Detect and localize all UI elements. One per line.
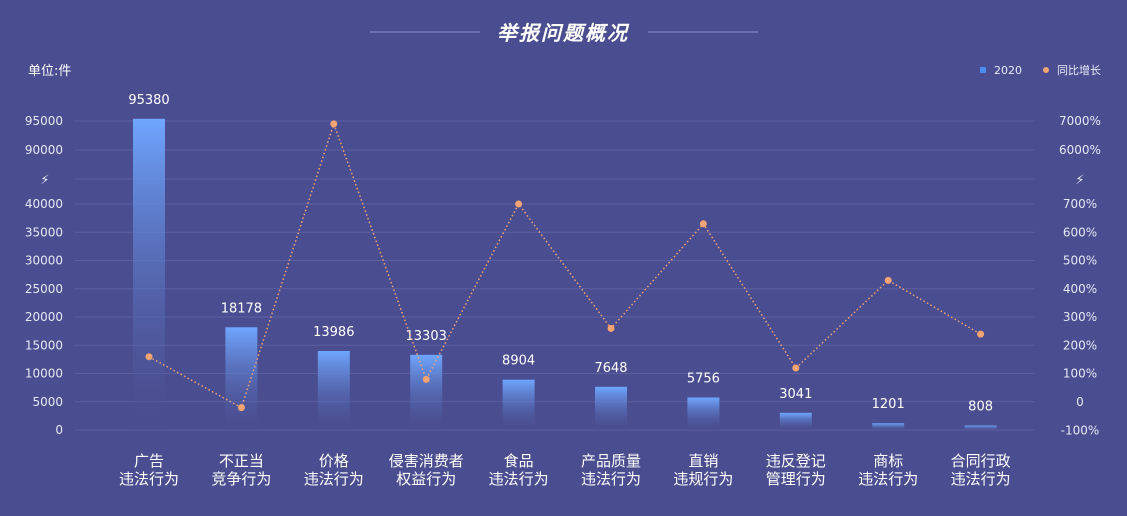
right-axis-tick: 500%: [1063, 254, 1097, 268]
right-axis-tick: 200%: [1063, 338, 1097, 352]
growth-point: [607, 324, 615, 332]
legend-line-label: 同比增长: [1057, 63, 1101, 77]
bar-value-label: 808: [968, 399, 993, 414]
legend: 2020 同比增长: [980, 63, 1101, 77]
bar-value-label: 8904: [502, 354, 535, 369]
growth-point: [237, 404, 245, 412]
bar-value-label: 13303: [406, 329, 447, 344]
bar: [225, 327, 258, 430]
bar: [502, 379, 535, 430]
left-axis: 0 5000 10000 15000 20000 25000 30000 35000 40000…: [25, 114, 63, 437]
category-label: 违法行为: [304, 470, 364, 488]
legend-line-swatch: [1043, 67, 1049, 73]
category-label: 违法行为: [119, 470, 179, 488]
bar: [317, 350, 350, 430]
right-axis-break-icon: ⚡: [1075, 173, 1084, 188]
bar-value-label: 1201: [872, 397, 905, 412]
category-label: 权益行为: [396, 470, 456, 488]
right-axis-tick: 400%: [1063, 282, 1097, 296]
chart-title: 举报问题概况: [497, 21, 630, 45]
left-axis-tick: 35000: [25, 225, 63, 239]
category-label: 合同行政: [951, 452, 1011, 470]
right-axis-tick: 100%: [1063, 367, 1097, 381]
category-label: 产品质量: [581, 452, 641, 470]
category-label: 侵害消费者: [389, 452, 464, 470]
right-axis-tick: 0: [1076, 395, 1084, 409]
left-axis-tick: 5000: [32, 395, 63, 409]
bar-value-label: 3041: [779, 387, 812, 402]
right-axis-tick: 300%: [1063, 310, 1097, 324]
left-axis-tick: 25000: [25, 282, 63, 296]
bar-value-label: 18178: [221, 301, 262, 316]
category-label: 直销: [688, 452, 718, 470]
growth-point: [330, 120, 338, 128]
bar-value-label: 5756: [687, 371, 720, 386]
bar: [410, 354, 443, 430]
category-label: 价格: [319, 452, 349, 470]
category-label: 食品: [504, 452, 534, 470]
left-axis-break-icon: ⚡: [40, 173, 49, 188]
left-axis-tick: 95000: [25, 114, 63, 128]
category-label: 违法行为: [858, 470, 918, 488]
left-axis-tick: 30000: [25, 254, 63, 268]
bar: [964, 425, 997, 430]
bar: [133, 118, 165, 431]
grid: [75, 120, 1035, 431]
category-label: 违法行为: [581, 470, 641, 488]
growth-point: [977, 330, 985, 338]
growth-line: [145, 120, 985, 412]
right-axis-tick: 600%: [1063, 225, 1097, 239]
left-axis-tick: 90000: [25, 143, 63, 157]
left-axis-tick: 0: [55, 423, 63, 437]
category-label: 违法行为: [489, 470, 549, 488]
category-label: 违反登记: [766, 452, 826, 470]
legend-bar-label: 2020: [994, 64, 1022, 77]
category-label: 违法行为: [951, 470, 1011, 488]
right-axis-tick: 700%: [1063, 197, 1097, 211]
left-axis-tick: 40000: [25, 197, 63, 211]
growth-point: [792, 364, 800, 372]
category-label: 管理行为: [766, 470, 826, 488]
bar-value-label: 13986: [313, 325, 354, 340]
category-label: 竞争行为: [211, 470, 271, 488]
growth-point: [145, 353, 153, 361]
legend-bar-swatch: [980, 67, 986, 73]
category-labels: 广告违法行为不正当竞争行为价格违法行为侵害消费者权益行为食品违法行为产品质量违法…: [119, 452, 1011, 488]
bar: [595, 386, 627, 430]
bar: [779, 412, 812, 430]
category-label: 广告: [134, 452, 164, 470]
left-axis-tick: 20000: [25, 310, 63, 324]
category-label: 商标: [873, 452, 903, 470]
right-axis-tick: 7000%: [1059, 114, 1101, 128]
bar: [872, 423, 905, 430]
category-label: 违规行为: [673, 470, 733, 488]
category-label: 不正当: [219, 452, 264, 470]
growth-point: [422, 375, 430, 383]
growth-point: [699, 220, 707, 228]
left-axis-tick: 15000: [25, 338, 63, 352]
right-axis: -100% 0 100% 200% 300% 400% 500% 600% 700% 6000% 7…: [1059, 114, 1101, 437]
bar-value-label: 7648: [594, 361, 627, 376]
growth-line-path: [148, 121, 981, 409]
left-axis-tick: 10000: [25, 367, 63, 381]
right-axis-tick: -100%: [1061, 423, 1100, 437]
growth-point: [515, 200, 523, 208]
bar: [687, 397, 720, 430]
bar-value-label: 95380: [128, 93, 169, 108]
unit-label: 单位:件: [28, 64, 71, 79]
right-axis-tick: 6000%: [1059, 143, 1101, 157]
growth-point: [884, 276, 892, 284]
bars: 95380 18178 13986 13303 8904 7648 5756 3041 1201…: [128, 93, 997, 431]
